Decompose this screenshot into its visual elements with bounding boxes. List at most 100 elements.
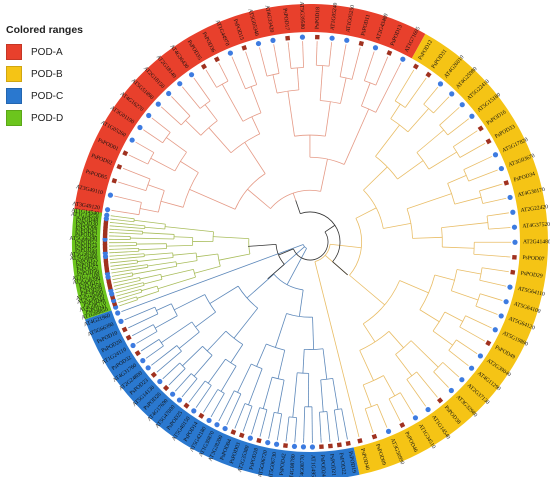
leaf-marker-at <box>104 207 111 213</box>
leaf-label: AT2G22420 <box>520 204 548 214</box>
leaf-marker-at <box>291 443 298 450</box>
leaf-label: PsPOD06 <box>75 224 98 231</box>
leaf-label: AT5G58400 <box>70 254 98 262</box>
leaf-label: PsPOD07 <box>522 255 545 263</box>
leaf-label: PsPOD56 <box>77 268 100 277</box>
leaf-marker-at <box>270 37 276 43</box>
leaf-marker-ps <box>241 45 248 51</box>
leaf-label: PsPOD62 <box>75 232 97 239</box>
leaf-marker-at <box>227 50 233 56</box>
legend-swatch <box>6 88 22 104</box>
legend: Colored ranges POD-A POD-B POD-C POD-D <box>6 24 126 130</box>
leaf-marker-at <box>503 299 509 305</box>
leaf-marker-ps <box>102 233 108 239</box>
leaf-label: PsPOD27 <box>79 279 102 289</box>
leaf-label: AT4G37520 <box>522 222 550 230</box>
leaf-label: AT2G41480 <box>523 239 550 245</box>
leaf-marker-ps <box>162 384 170 392</box>
leaf-marker-at <box>459 102 465 108</box>
leaf-marker-at <box>385 428 392 434</box>
leaf-label: AT1G05250 <box>345 5 356 33</box>
leaf-marker-ps <box>125 334 132 341</box>
leaf-label: AT1G14540 <box>71 208 99 218</box>
clade-band-pod-a <box>73 4 426 217</box>
leaf-marker-ps <box>198 412 205 419</box>
leaf-label: AT4G30170 <box>517 187 545 199</box>
leaf-label: PsPOD30 <box>75 220 98 228</box>
leaf-marker-at <box>140 358 146 364</box>
leaf-marker-ps <box>121 326 128 333</box>
leaf-label: PsPOD42 <box>279 453 288 476</box>
branches <box>108 41 512 443</box>
leaf-marker-ps <box>327 443 333 449</box>
leaf-marker-at <box>300 444 307 450</box>
leaf-marker-at <box>507 284 513 290</box>
leaf-label: PsPOD58 <box>79 282 102 292</box>
leaf-marker-at <box>449 91 455 97</box>
leaf-marker-at <box>299 34 306 40</box>
leaf-label: PsPOD55 <box>75 247 97 254</box>
leaf-label: PsPOD19 <box>347 451 357 474</box>
leaf-label: PsPOD21 <box>328 454 336 477</box>
leaf-label: AT4G33420 <box>264 5 275 33</box>
leaf-label: PsPOD11 <box>360 14 371 37</box>
leaf-marker-at <box>477 353 484 359</box>
leaf-marker-ps <box>150 371 157 378</box>
leaf-marker-at <box>492 152 499 158</box>
leaf-marker-at <box>492 327 498 333</box>
leaf-marker-at <box>425 406 431 413</box>
leaf-label: PsPOD22 <box>338 452 347 475</box>
leaf-label: AT5G06720 <box>257 450 269 477</box>
leaf-label: AT4G08770 <box>299 455 306 477</box>
leaf-marker-ps <box>319 444 324 450</box>
leaf-marker-at <box>309 444 316 450</box>
leaf-label: AT1G49570 <box>310 455 316 477</box>
leaf-marker-at <box>176 397 183 403</box>
leaf-marker-at <box>498 165 505 172</box>
leaf-marker-ps <box>436 397 444 404</box>
leaf-marker-at <box>222 425 228 432</box>
leaf-markers <box>102 34 518 450</box>
clade-band-pod-c <box>84 310 360 477</box>
leaf-marker-ps <box>102 230 108 235</box>
leaf-marker-ps <box>238 432 245 439</box>
leaf-label: PsPOD48 <box>76 216 99 224</box>
leaf-marker-ps <box>477 125 484 132</box>
leaf-marker-at <box>512 239 518 245</box>
leaf-marker-ps <box>102 243 108 249</box>
leaf-marker-ps <box>116 163 123 170</box>
leaf-marker-at <box>146 112 152 119</box>
leaf-marker-at <box>115 310 121 316</box>
leaf-marker-ps <box>230 429 237 435</box>
leaf-marker-at <box>448 387 454 394</box>
legend-item-pod-b: POD-B <box>6 64 126 84</box>
leaf-marker-at <box>104 212 110 218</box>
leaf-label: PsPOD53 <box>76 258 99 266</box>
leaf-marker-ps <box>315 34 320 40</box>
legend-swatch <box>6 66 22 82</box>
leaf-marker-at <box>191 408 197 414</box>
leaf-marker-at <box>329 35 335 41</box>
leaf-label: PsPOD28 <box>249 447 260 470</box>
leaf-marker-at <box>468 365 475 371</box>
leaf-marker-at <box>511 224 518 230</box>
leaf-marker-at <box>437 81 444 87</box>
legend-title: Colored ranges <box>6 24 84 36</box>
leaf-label: AT5G64110 <box>517 286 545 298</box>
leaf-marker-ps <box>102 247 108 252</box>
leaf-label: AT5G58390 <box>70 250 98 257</box>
leaf-label: PsPOD18 <box>315 7 322 29</box>
leaf-marker-ps <box>510 269 516 275</box>
leaf-marker-ps <box>256 437 262 444</box>
leaf-marker-at <box>214 422 220 428</box>
clade-band-pod-d <box>71 208 112 320</box>
leaf-marker-at <box>157 378 163 385</box>
leaf-marker-at <box>177 81 183 87</box>
leaf-label: AT5G66390 <box>69 236 97 242</box>
leaf-marker-at <box>206 417 212 424</box>
legend-label: POD-D <box>31 112 64 124</box>
leaf-label: PsPOD29 <box>520 271 543 280</box>
leaf-label: AT5G06730 <box>268 451 278 477</box>
leaf-marker-at <box>129 137 135 143</box>
